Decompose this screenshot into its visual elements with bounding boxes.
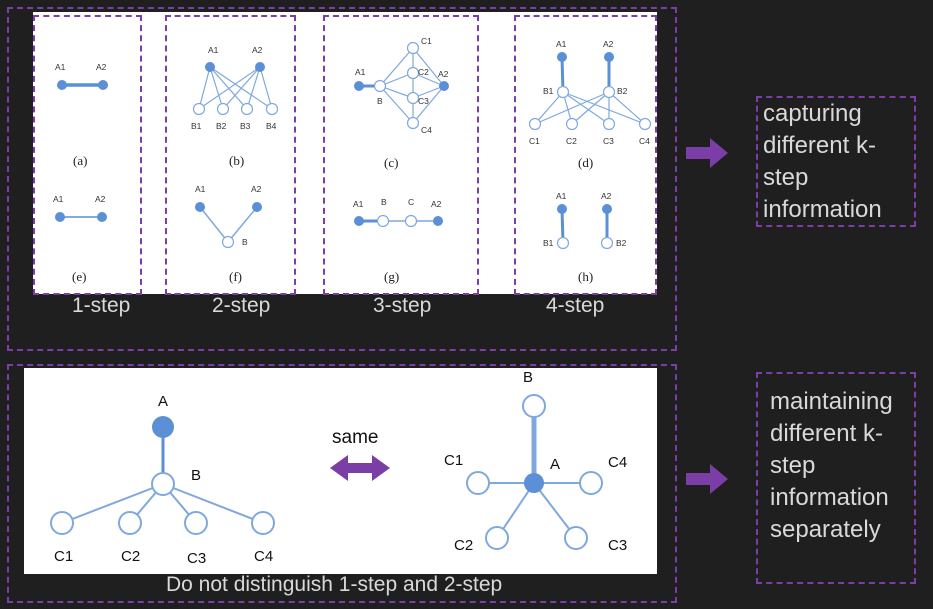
tree-C1: C1: [54, 548, 73, 565]
subfig-c: [354, 41, 449, 130]
maintaining-text: maintaining different k-step information…: [770, 388, 893, 543]
step4-frame: [514, 15, 657, 295]
g-A2: A2: [431, 199, 442, 209]
step-label-1: 1-step: [72, 294, 131, 317]
b-B1: B1: [191, 121, 202, 131]
step-label-3: 3-step: [373, 294, 432, 317]
a-A2: A2: [96, 62, 107, 72]
tree-C2: C2: [121, 548, 140, 565]
caption-b: (b): [229, 153, 244, 168]
tree-C4: C4: [254, 548, 273, 565]
f-A2: A2: [251, 184, 262, 194]
tree-graph: [50, 416, 275, 535]
star-C1: C1: [444, 452, 463, 469]
star-graph: [466, 394, 603, 550]
subfig-g: [354, 214, 443, 228]
subfig-d: [528, 52, 652, 131]
c-A2: A2: [438, 69, 449, 79]
caption-a: (a): [73, 153, 87, 168]
step3-frame: [323, 15, 479, 295]
caption-f: (f): [229, 269, 242, 284]
d-C3: C3: [603, 136, 614, 146]
star-B: B: [523, 369, 533, 386]
step-label-4: 4-step: [546, 294, 605, 317]
d-C2: C2: [566, 136, 577, 146]
step-label-2: 2-step: [212, 294, 271, 317]
b-B2: B2: [216, 121, 227, 131]
subfig-b: [192, 62, 279, 116]
c-C1: C1: [421, 36, 432, 46]
c-C2: C2: [418, 67, 429, 77]
tree-vs-star-diagram: A B C1 C2 C3 C4 B A C1 C4 C2 C3 same: [50, 369, 627, 567]
d-B1: B1: [543, 86, 554, 96]
capturing-box: [756, 96, 916, 227]
step2-frame: [165, 15, 296, 295]
footer-text: Do not distinguish 1-step and 2-step: [166, 573, 503, 596]
k-step-subfigures: A1 A2 (a) A1 A2 (e) A1 A2 B1: [53, 36, 652, 284]
c-C4: C4: [421, 125, 432, 135]
caption-c: (c): [384, 155, 398, 170]
caption-g: (g): [384, 269, 399, 284]
h-A2: A2: [601, 191, 612, 201]
top-figure-panel: A1 A2 (a) A1 A2 (e) A1 A2 B1: [33, 12, 657, 294]
g-B: B: [381, 197, 387, 207]
d-C4: C4: [639, 136, 650, 146]
c-B: B: [377, 96, 383, 106]
c-A1: A1: [355, 67, 366, 77]
tree-C3: C3: [187, 550, 206, 567]
f-A1: A1: [195, 184, 206, 194]
bottom-figure-panel: A B C1 C2 C3 C4 B A C1 C4 C2 C3 same: [24, 368, 657, 574]
d-C1: C1: [529, 136, 540, 146]
bottom-frame: [7, 364, 677, 603]
g-A1: A1: [353, 199, 364, 209]
maintaining-box: [756, 372, 916, 584]
tree-A: A: [158, 393, 168, 410]
caption-e: (e): [72, 269, 86, 284]
star-C3: C3: [608, 537, 627, 554]
d-B2: B2: [617, 86, 628, 96]
subfig-a: A1 A2 (a): [55, 62, 108, 168]
h-B2: B2: [616, 238, 627, 248]
f-B: B: [242, 237, 248, 247]
b-A1: A1: [208, 45, 219, 55]
top-frame: [7, 7, 677, 351]
e-A1: A1: [53, 194, 64, 204]
step1-frame: [33, 15, 142, 295]
subfig-e: A1 A2 (e): [53, 194, 107, 284]
same-label: same: [332, 427, 378, 448]
tree-B: B: [191, 467, 201, 484]
g-C: C: [408, 197, 414, 207]
b-B3: B3: [240, 121, 251, 131]
capturing-text: capturing different k-step information: [763, 100, 882, 223]
b-A2: A2: [252, 45, 263, 55]
h-B1: B1: [543, 238, 554, 248]
d-A1: A1: [556, 39, 567, 49]
caption-d: (d): [578, 155, 593, 170]
d-A2: A2: [603, 39, 614, 49]
c-C3: C3: [418, 96, 429, 106]
b-B4: B4: [266, 121, 277, 131]
star-C2: C2: [454, 537, 473, 554]
h-A1: A1: [556, 191, 567, 201]
right-arrow-icon: [686, 138, 728, 168]
double-arrow-icon: [330, 455, 390, 481]
subfig-f: [195, 202, 262, 249]
right-arrow-icon-2: [686, 464, 728, 494]
star-C4: C4: [608, 454, 627, 471]
star-A: A: [550, 456, 560, 473]
e-A2: A2: [95, 194, 106, 204]
subfig-h: [556, 204, 614, 250]
a-A1: A1: [55, 62, 66, 72]
caption-h: (h): [578, 269, 593, 284]
